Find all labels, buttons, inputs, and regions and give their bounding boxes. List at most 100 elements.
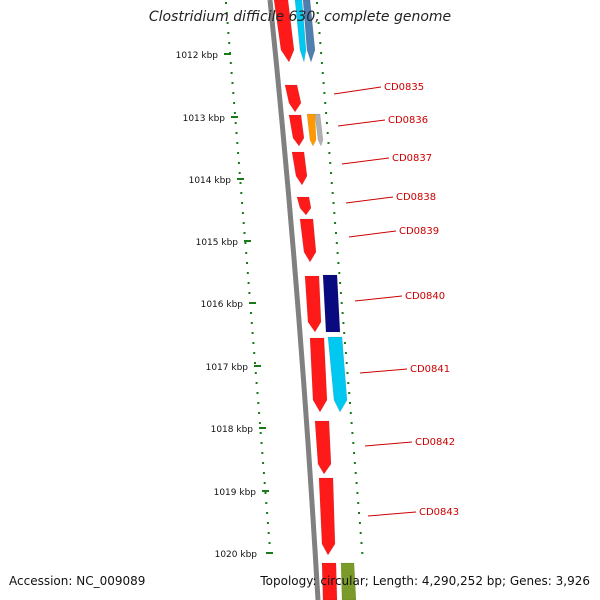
ring-dot (328, 152, 331, 154)
gene-arrow-cd0841[interactable] (309, 337, 328, 413)
ring-dot (248, 292, 251, 294)
gene-arrow[interactable] (294, 0, 307, 63)
ring-dot (324, 102, 327, 104)
ring-dot (253, 352, 256, 354)
gene-arrow[interactable] (322, 274, 341, 333)
gene-label-cd0841[interactable]: CD0841 (410, 364, 450, 375)
gene-label-cd0839[interactable]: CD0839 (399, 226, 439, 237)
leader-line (333, 86, 382, 95)
leader-line (359, 368, 408, 374)
ring-dot (242, 222, 245, 224)
ring-dot (340, 302, 343, 304)
ring-dot (360, 542, 363, 544)
ring-dot (359, 532, 362, 534)
ring-dot (335, 232, 337, 234)
ring-dot (347, 382, 350, 384)
ring-dot (326, 132, 329, 134)
ring-dot (348, 392, 351, 394)
ring-dot (254, 362, 256, 364)
gene-labels: CD0835 CD0836 CD0837 CD0838 CD0839 CD084… (384, 82, 459, 518)
ring-dot (225, 12, 228, 14)
gene-arrow-cd0836[interactable] (288, 114, 305, 147)
ring-dot (236, 142, 239, 144)
ring-dot (252, 342, 255, 344)
gene-arrow[interactable] (327, 336, 348, 413)
gene-label-cd0838[interactable]: CD0838 (396, 192, 436, 203)
ring-dot (230, 72, 233, 74)
gene-arrow[interactable] (302, 0, 316, 63)
gene-arrow-cd0835[interactable] (284, 84, 302, 113)
ring-dot (318, 32, 321, 34)
ring-dot (358, 512, 360, 514)
ring-dot (343, 332, 346, 334)
ring-dot (232, 92, 235, 94)
gene-label-cd0837[interactable]: CD0837 (392, 153, 432, 164)
gene-label-cd0842[interactable]: CD0842 (415, 437, 455, 448)
feature-ring-dots (316, 2, 364, 554)
gene-features (273, 0, 357, 600)
gene-arrow[interactable] (273, 0, 295, 63)
ring-dot (259, 432, 262, 434)
ring-dot (245, 252, 248, 254)
ring-dot (353, 452, 356, 454)
scale-ticks (224, 53, 273, 554)
ring-dot (345, 362, 348, 364)
gene-arrow[interactable] (340, 562, 357, 600)
genome-summary-text: Topology: circular; Length: 4,290,252 bp… (260, 574, 590, 588)
gene-arrow-cd0839[interactable] (299, 218, 317, 263)
gene-arrow-cd0843[interactable] (318, 477, 336, 556)
ring-dot (332, 202, 335, 204)
ring-dot (337, 262, 340, 264)
ring-dot (265, 502, 268, 504)
gene-label-cd0843[interactable]: CD0843 (419, 507, 459, 518)
ring-dot (244, 242, 247, 244)
ring-dot (268, 542, 271, 544)
ring-dot (357, 502, 360, 504)
tick-label: 1012 kbp (176, 51, 219, 61)
gene-arrow-cd0842[interactable] (314, 420, 332, 475)
ring-dot (361, 552, 364, 554)
ring-dot (226, 22, 229, 24)
ring-dot (339, 282, 342, 284)
ring-dot (346, 372, 349, 374)
ring-dot (241, 202, 244, 204)
ring-dot (258, 422, 261, 424)
gene-arrow-cd0837[interactable] (291, 151, 308, 186)
gene-arrow[interactable] (306, 113, 317, 147)
gene-arrow-cd0838[interactable] (296, 196, 312, 216)
leader-line (364, 441, 413, 447)
ring-dot (262, 472, 265, 474)
ring-dot (352, 442, 355, 444)
gene-label-cd0836[interactable]: CD0836 (388, 115, 428, 126)
ring-dot (237, 152, 240, 154)
ring-dot (339, 292, 342, 294)
ring-dot (350, 422, 353, 424)
ring-dot (322, 82, 325, 84)
ring-dot (237, 162, 240, 164)
ring-dot (349, 412, 352, 414)
ring-dot (335, 242, 338, 244)
gene-arrow[interactable] (314, 113, 324, 147)
ring-dot (264, 492, 267, 494)
ring-dot (256, 392, 259, 394)
ring-dot (333, 212, 336, 214)
genome-backbone (267, 0, 321, 600)
tick-label: 1020 kbp (215, 550, 258, 560)
gene-arrow[interactable] (321, 562, 338, 600)
ring-dot (240, 192, 243, 194)
gene-label-cd0835[interactable]: CD0835 (384, 82, 424, 93)
ring-dot (233, 102, 236, 104)
ring-dot (250, 312, 252, 314)
gene-label-cd0840[interactable]: CD0840 (405, 291, 445, 302)
gene-arrow-cd0840[interactable] (304, 275, 322, 333)
ring-dot (354, 472, 357, 474)
leader-line (341, 157, 390, 165)
ring-dot (262, 462, 265, 464)
ring-dot (263, 482, 266, 484)
leader-line (348, 230, 397, 238)
ring-dot (316, 12, 319, 14)
ring-dot (246, 262, 248, 264)
tick-label: 1014 kbp (189, 176, 232, 186)
ring-dot (258, 412, 261, 414)
